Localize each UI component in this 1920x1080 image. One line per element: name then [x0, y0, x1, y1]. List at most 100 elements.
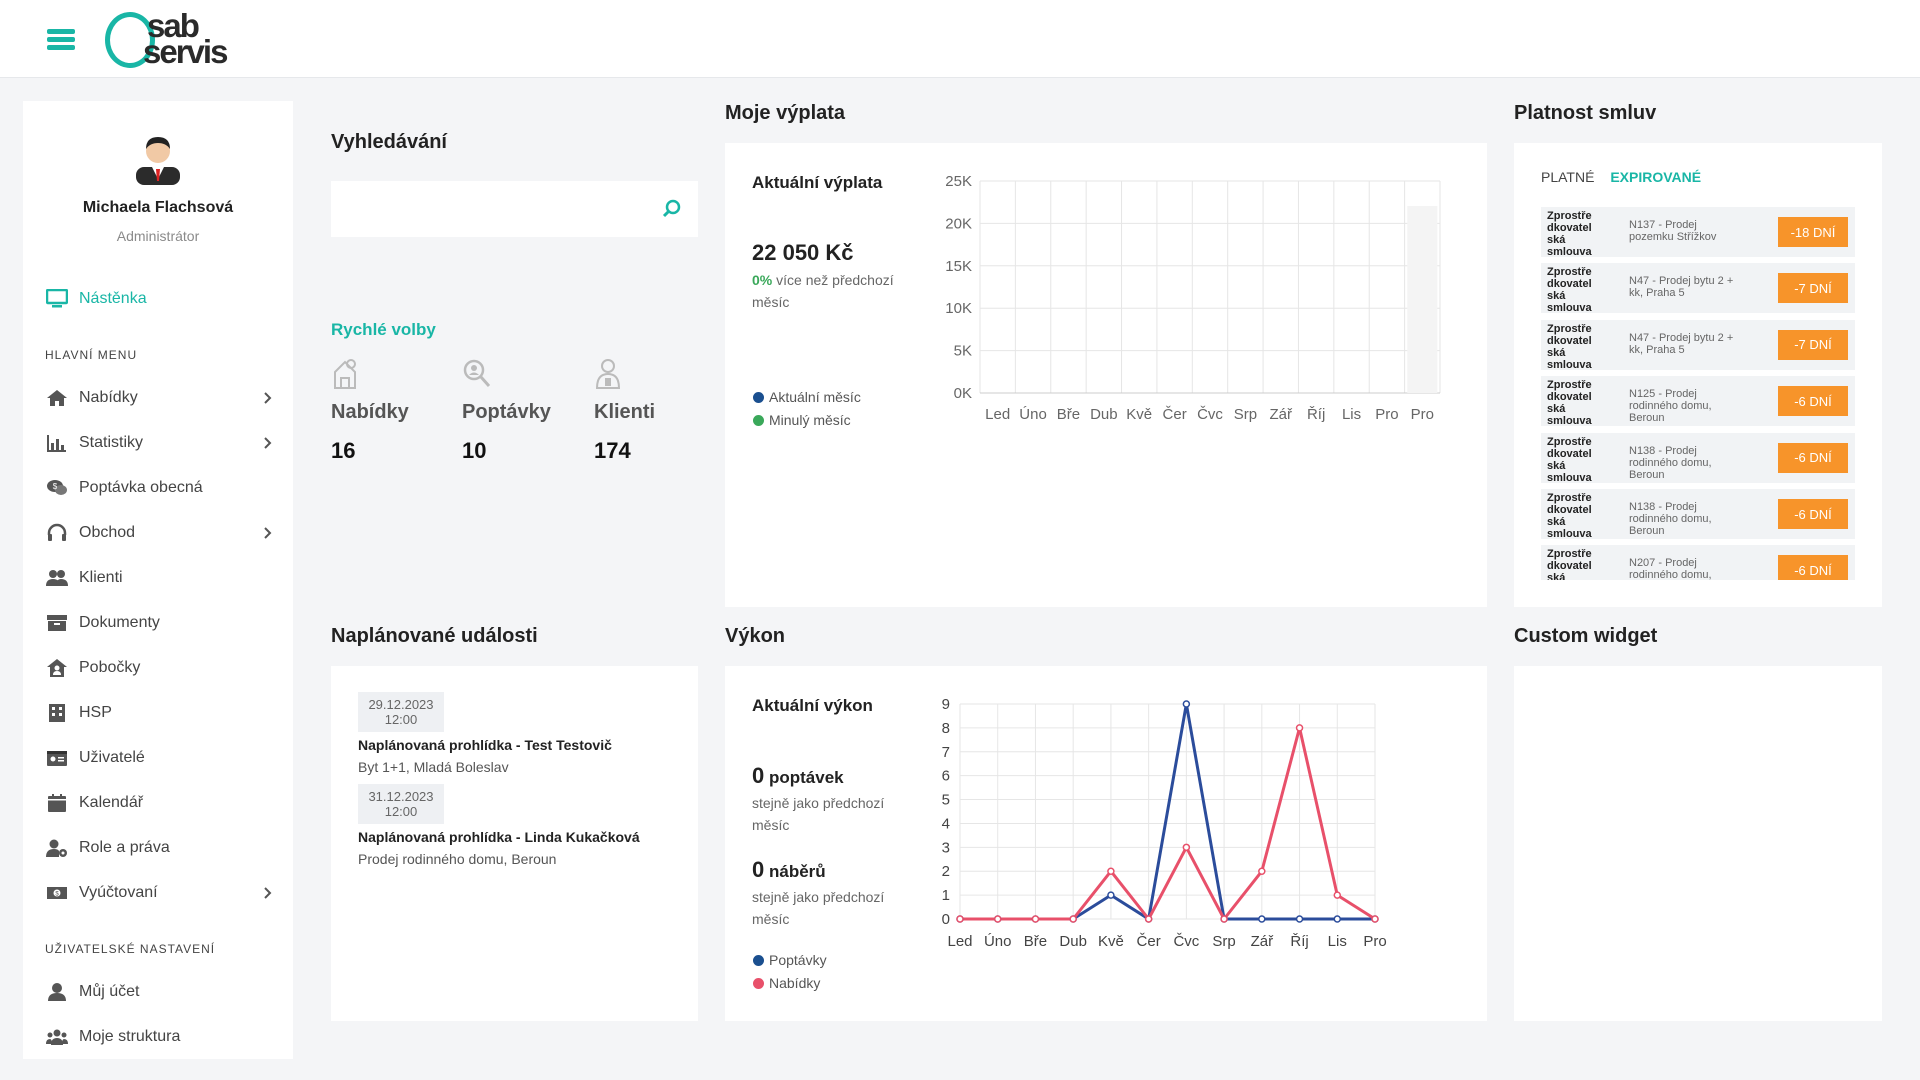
bar[interactable] — [1407, 206, 1438, 393]
data-point[interactable] — [993, 915, 1002, 923]
days-badge[interactable]: -6 DNÍ — [1778, 442, 1848, 473]
tab-valid[interactable]: PLATNÉ — [1541, 169, 1595, 185]
legend-previous-month[interactable]: Minulý měsíc — [753, 412, 851, 428]
y-tick-label: 5 — [942, 792, 950, 809]
tab-expired[interactable]: EXPIROVANÉ — [1610, 169, 1702, 185]
legend-dot — [753, 414, 764, 426]
archive-icon — [45, 611, 69, 635]
sidebar-item-dokumenty[interactable]: Dokumenty — [45, 608, 275, 638]
custom-widget-card — [1514, 666, 1882, 1021]
sidebar-item-uzivatele[interactable]: Uživatelé — [45, 743, 275, 773]
contract-row[interactable]: Zprostře dkovatel ská N207 - Prodej rodinnéh… — [1541, 545, 1855, 580]
y-tick-label: 10K — [945, 300, 972, 317]
series-line — [960, 702, 1375, 921]
search-input[interactable] — [331, 181, 651, 237]
contract-row[interactable]: Zprostře dkovatel ská smlouva N47 - Prodej b… — [1541, 263, 1855, 314]
sidebar-item-muj-ucet[interactable]: Můj účet — [45, 977, 275, 1007]
sidebar-item-pobocky[interactable]: Pobočky — [45, 653, 275, 683]
sidebar-item-statistiky[interactable]: Statistiky — [45, 428, 275, 458]
quick-item-nabidky[interactable]: Nabídky 16 — [331, 358, 451, 464]
sidebar-item-obchod[interactable]: Obchod — [45, 518, 275, 548]
x-tick-label: Bře — [1057, 406, 1080, 423]
acquisitions-label: náběrů — [768, 862, 826, 881]
days-badge[interactable]: -6 DNÍ — [1778, 386, 1848, 417]
logo-text-1: sab — [147, 7, 200, 44]
sidebar-item-klienti[interactable]: Klienti — [45, 563, 275, 593]
contract-description: N47 - Prodej bytu 2 + kk, Praha 5 — [1629, 331, 1734, 356]
contract-row[interactable]: Zprostře dkovatel ská smlouva N125 - Prodej r… — [1541, 376, 1855, 427]
quick-item-klienti[interactable]: Klienti 174 — [594, 358, 714, 464]
contract-row[interactable]: Zprostře dkovatel ská smlouva N47 - Prodej b… — [1541, 319, 1855, 370]
contract-row[interactable]: Zprostře dkovatel ská smlouva N137 - Prodej p… — [1541, 207, 1855, 257]
x-tick-label: Lis — [1342, 406, 1361, 423]
days-badge[interactable]: -6 DNÍ — [1778, 499, 1848, 529]
data-point[interactable] — [1031, 915, 1040, 923]
y-tick-label: 4 — [942, 815, 950, 832]
data-point[interactable] — [1333, 915, 1342, 923]
data-point[interactable] — [1144, 915, 1153, 923]
contract-row[interactable]: Zprostře dkovatel ská smlouva N138 - Prodej r… — [1541, 489, 1855, 539]
sidebar-item-moje-struktura[interactable]: Moje struktura — [45, 1022, 275, 1052]
sidebar-item-dashboard[interactable]: Nástěnka — [45, 284, 275, 314]
contract-row[interactable]: Zprostře dkovatel ská smlouva N138 - Prodej r… — [1541, 432, 1855, 483]
data-point[interactable] — [1107, 891, 1115, 899]
x-tick-label: Čer — [1163, 406, 1187, 423]
performance-chart: 0 1 2 3 4 5 6 7 8 9 Led Úno Bře Dub Kvě Čer Čvc Srp Zář Říj… — [942, 696, 1387, 950]
x-tick-label: Pro — [1375, 406, 1398, 423]
y-tick-label: 8 — [942, 720, 950, 737]
legend-offers[interactable]: Nabídky — [753, 975, 820, 991]
sidebar-item-vyuctovani[interactable]: $ Vyúčtovaní — [45, 878, 275, 908]
quick-item-label: Nabídky — [331, 401, 409, 423]
data-point[interactable] — [1182, 700, 1191, 708]
house-user-icon — [45, 656, 69, 680]
search-icon[interactable] — [662, 199, 682, 219]
data-point[interactable] — [1220, 915, 1228, 923]
sidebar-item-label: HSP — [79, 704, 112, 721]
demands-value: 0 — [752, 763, 765, 788]
x-tick-label: Dub — [1059, 933, 1087, 950]
legend-current-month[interactable]: Aktuální měsíc — [753, 389, 861, 405]
data-point[interactable] — [1107, 867, 1115, 875]
legend-demands[interactable]: Poptávky — [753, 952, 827, 968]
days-badge[interactable]: -18 DNÍ — [1778, 217, 1848, 247]
data-point[interactable] — [1295, 724, 1304, 732]
data-point[interactable] — [1333, 891, 1342, 899]
acquisitions-stat: 0 náběrů — [752, 857, 826, 883]
sidebar-item-hsp[interactable]: HSP — [45, 698, 275, 728]
data-point[interactable] — [1069, 915, 1077, 923]
demands-note: stejně jako předchozí — [752, 795, 885, 811]
hamburger-icon[interactable] — [47, 29, 75, 51]
sidebar-item-nabidky[interactable]: Nabídky — [45, 383, 275, 413]
avatar — [136, 137, 180, 185]
data-point[interactable] — [1371, 915, 1379, 923]
x-tick-label: Čer — [1137, 933, 1161, 950]
quick-item-label: Klienti — [594, 401, 656, 423]
days-badge[interactable]: -6 DNÍ — [1778, 555, 1848, 580]
data-point[interactable] — [956, 915, 964, 923]
days-badge[interactable]: -7 DNÍ — [1778, 329, 1848, 360]
days-badge[interactable]: -7 DNÍ — [1778, 273, 1848, 304]
user-name: Michaela Flachsová — [82, 199, 234, 216]
payout-change-pct: 0% — [752, 272, 773, 288]
sidebar-item-label: Vyúčtovaní — [79, 884, 158, 901]
contract-description: N138 - Prodej rodinného domu, Beroun — [1629, 444, 1712, 481]
sidebar-item-label: Role a práva — [79, 839, 170, 856]
event-title[interactable]: Naplánovaná prohlídka - Test Testovič — [358, 737, 612, 753]
data-point[interactable] — [1258, 867, 1266, 875]
sidebar-item-label: Statistiky — [79, 434, 144, 451]
data-point[interactable] — [1295, 915, 1304, 923]
data-point[interactable] — [1182, 843, 1191, 852]
sidebar-item-role-a-prava[interactable]: Role a práva — [45, 833, 275, 863]
quick-item-poptavky[interactable]: Poptávky 10 — [462, 358, 582, 464]
data-point[interactable] — [1258, 915, 1266, 923]
x-tick-label: Říj — [1307, 406, 1325, 423]
sidebar-item-poptavka-obecna[interactable]: $ Poptávka obecná — [45, 473, 275, 503]
quick-item-label: Poptávky — [462, 401, 551, 423]
payout-card — [725, 143, 1487, 607]
sidebar-item-kalendar[interactable]: Kalendář — [45, 788, 275, 818]
x-tick-label: Úno — [984, 933, 1012, 950]
building-icon — [45, 701, 69, 725]
event-title[interactable]: Naplánovaná prohlídka - Linda Kukačková — [358, 829, 640, 845]
logo[interactable]: sab servis — [103, 8, 263, 72]
sidebar-item-label: Klienti — [79, 569, 123, 586]
